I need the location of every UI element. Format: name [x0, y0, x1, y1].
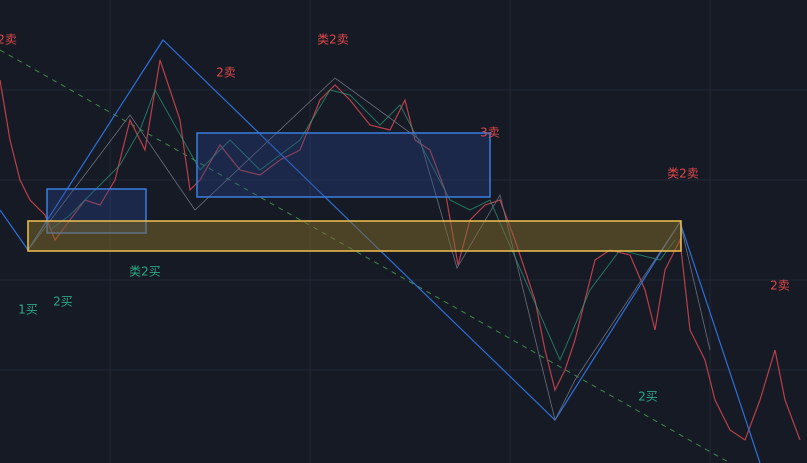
pivot-box: [196, 132, 491, 198]
price-path-up: [49, 88, 676, 362]
annotation-label: 2卖: [770, 279, 790, 293]
annotation-label: 2买: [638, 390, 658, 404]
pivot-box-main: [27, 220, 682, 252]
annotation-label: 类2买: [129, 265, 161, 279]
annotation-label: 2卖: [216, 66, 236, 80]
annotation-label: 1买: [18, 303, 38, 317]
annotation-label: 2买: [53, 295, 73, 309]
annotation-label: 类2卖: [317, 33, 349, 47]
sub-zigzag: [27, 77, 711, 422]
annotation-label: 2卖: [0, 33, 17, 47]
annotation-label: 3卖: [480, 126, 500, 140]
price-path: [0, 59, 801, 441]
annotation-label: 类2卖: [667, 167, 699, 181]
